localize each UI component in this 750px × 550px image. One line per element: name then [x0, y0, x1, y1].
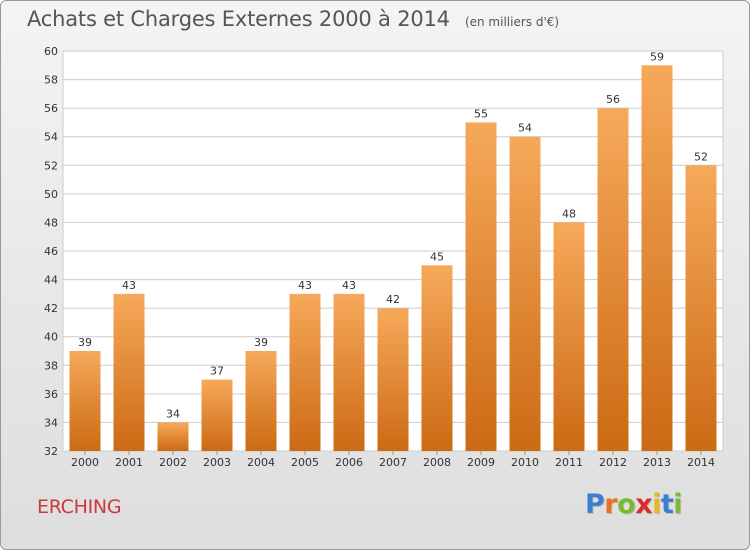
y-tick-label: 50 [44, 188, 58, 201]
y-tick-label: 36 [44, 388, 58, 401]
bar-value-label: 34 [166, 407, 180, 420]
y-tick-label: 48 [44, 216, 58, 229]
x-tick-label: 2002 [159, 456, 187, 469]
bar-value-label: 43 [122, 279, 136, 292]
y-tick-label: 38 [44, 359, 58, 372]
bar [333, 293, 365, 451]
y-tick-label: 56 [44, 102, 58, 115]
bar-value-label: 43 [298, 279, 312, 292]
chart-title: Achats et Charges Externes 2000 à 2014 [27, 7, 450, 31]
x-tick-label: 2004 [247, 456, 275, 469]
y-tick-label: 54 [44, 131, 58, 144]
x-tick-label: 2007 [379, 456, 407, 469]
bar-value-label: 59 [650, 50, 664, 63]
bar-value-label: 45 [430, 250, 444, 263]
logo-letter: x [635, 489, 653, 520]
bar [245, 351, 277, 451]
commune-name: ERCHING [37, 496, 122, 518]
logo-letter: i [652, 489, 661, 520]
bar-value-label: 55 [474, 107, 488, 120]
bar [113, 293, 145, 451]
x-tick-label: 2012 [599, 456, 627, 469]
logo-letter: t [660, 489, 674, 520]
y-tick-label: 60 [44, 45, 58, 58]
bar [421, 265, 453, 451]
bar-value-label: 39 [254, 336, 268, 349]
x-tick-label: 2006 [335, 456, 363, 469]
bar [69, 351, 101, 451]
proxiti-logo[interactable]: Proxiti [585, 489, 683, 520]
bar [201, 379, 233, 451]
y-tick-label: 42 [44, 302, 58, 315]
y-tick-label: 34 [44, 416, 58, 429]
bar [553, 222, 585, 451]
x-tick-label: 2000 [71, 456, 99, 469]
bars: 39 43 34 37 39 43 43 42 45 55 54 48 56 59 52 [69, 50, 717, 452]
logo-letter: i [673, 489, 683, 520]
x-tick-label: 2001 [115, 456, 143, 469]
y-tick-label: 32 [44, 445, 58, 458]
y-tick-label: 44 [44, 274, 58, 287]
title-row: Achats et Charges Externes 2000 à 2014 (… [27, 7, 559, 31]
x-tick-label: 2011 [555, 456, 583, 469]
logo-letter: P [585, 489, 605, 520]
x-tick-label: 2013 [643, 456, 671, 469]
bar-value-label: 42 [386, 293, 400, 306]
x-tick-label: 2005 [291, 456, 319, 469]
logo-letter: o [617, 489, 636, 520]
x-tick-label: 2008 [423, 456, 451, 469]
bar [465, 122, 497, 451]
bar [685, 165, 717, 452]
bar [377, 308, 409, 451]
bar-value-label: 39 [78, 336, 92, 349]
bar-value-label: 43 [342, 279, 356, 292]
x-tick-label: 2003 [203, 456, 231, 469]
x-tick-label: 2014 [687, 456, 715, 469]
y-tick-label: 46 [44, 245, 58, 258]
bar-value-label: 52 [694, 150, 708, 163]
bar [597, 108, 629, 452]
logo-letter: r [604, 489, 618, 520]
y-tick-label: 40 [44, 331, 58, 344]
x-tick-label: 2009 [467, 456, 495, 469]
bar [157, 422, 189, 451]
bar [641, 65, 673, 452]
y-axis: 32 34 36 38 40 42 44 46 48 50 52 54 56 58 60 [44, 45, 58, 458]
y-tick-label: 58 [44, 74, 58, 87]
bar [289, 293, 321, 451]
bar-value-label: 48 [562, 207, 576, 220]
x-tick-label: 2010 [511, 456, 539, 469]
bar [509, 136, 541, 451]
bar-value-label: 56 [606, 93, 620, 106]
x-axis: 2000 2001 2002 2003 2004 2005 2006 2007 2008 2009… [71, 451, 715, 469]
bar-value-label: 54 [518, 122, 532, 135]
y-tick-label: 52 [44, 159, 58, 172]
bar-value-label: 37 [210, 365, 224, 378]
chart-subtitle: (en milliers d'€) [464, 15, 560, 29]
